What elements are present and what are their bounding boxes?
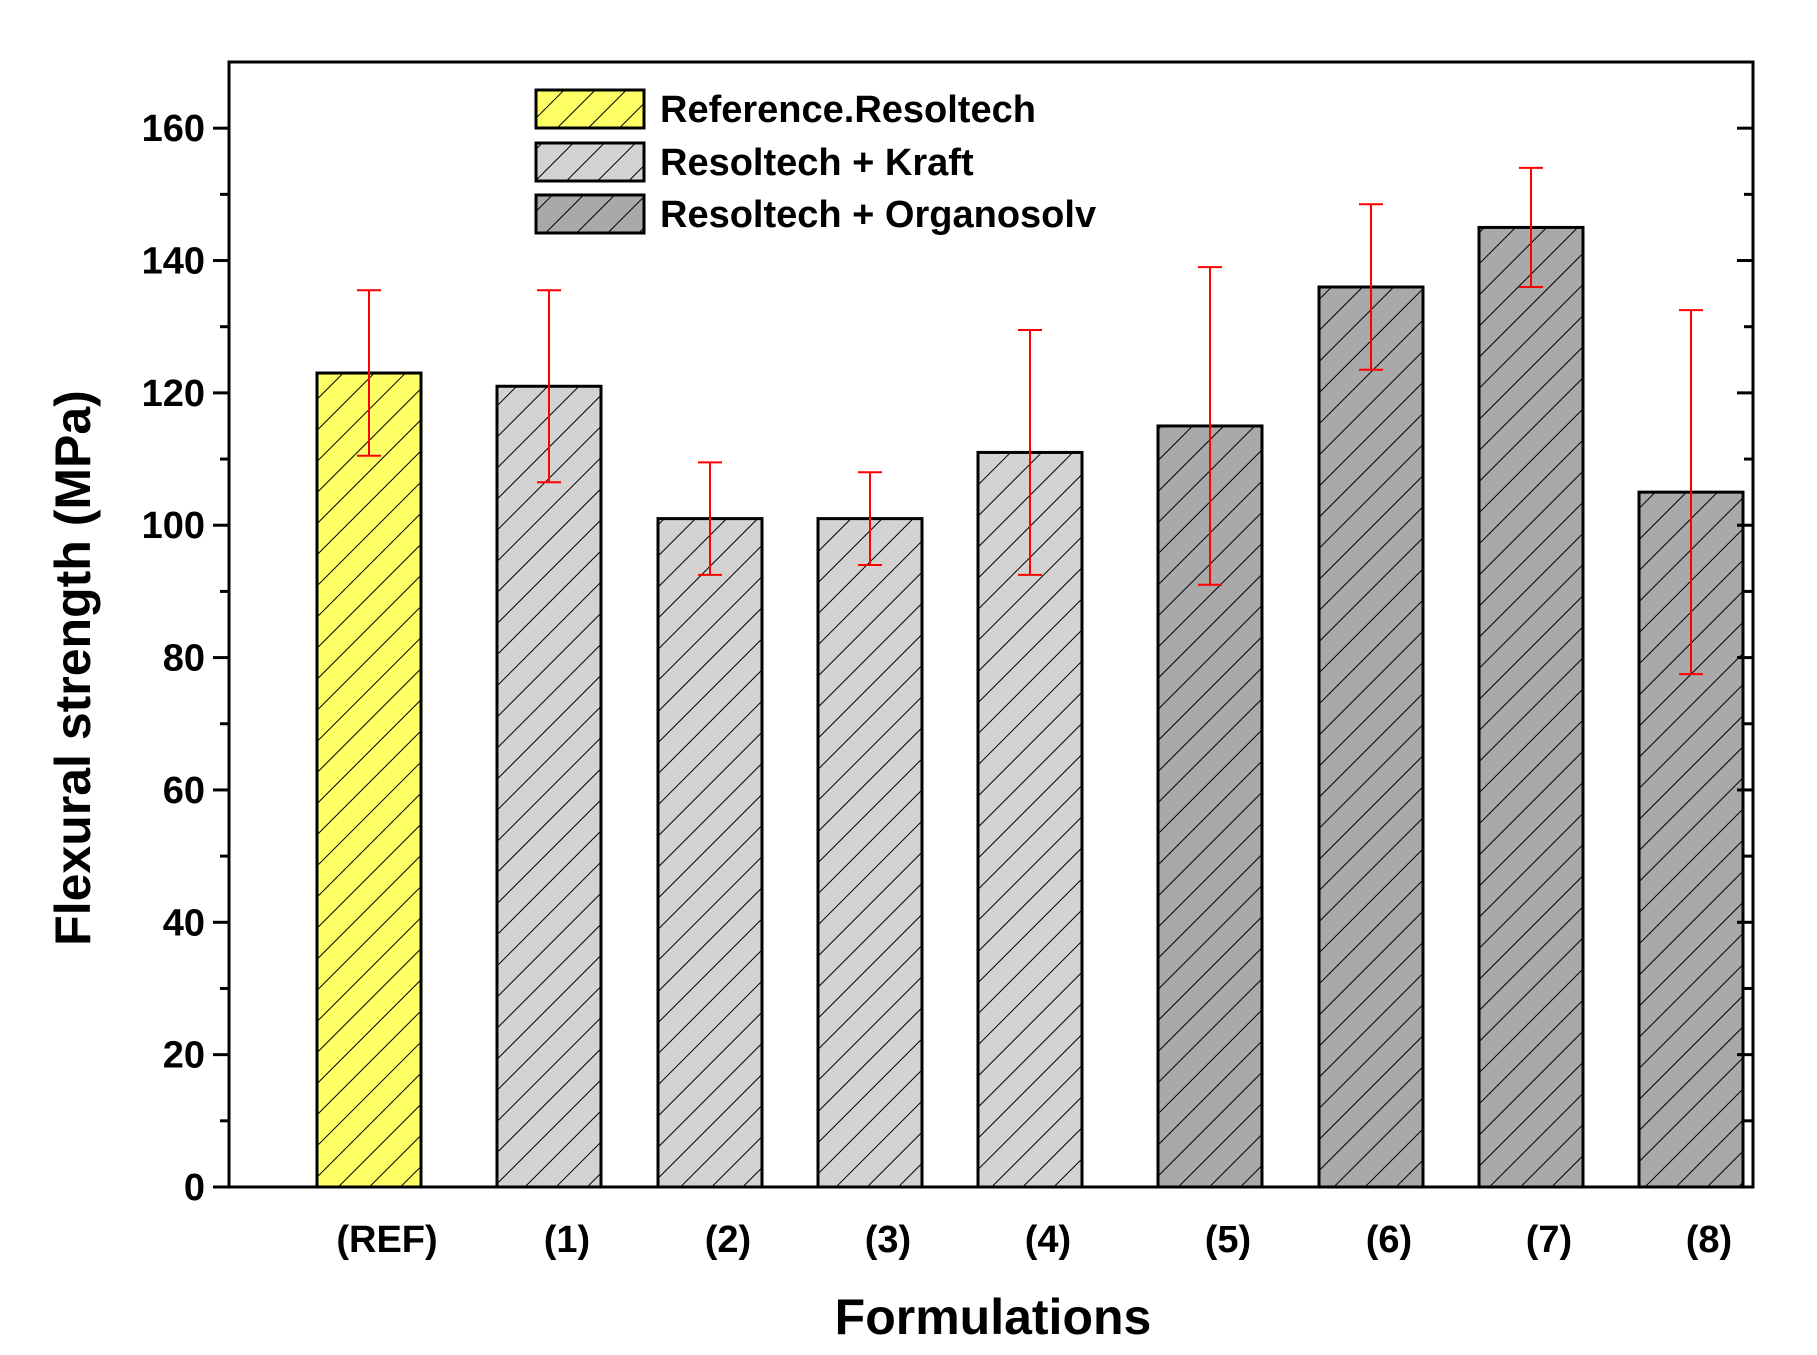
x-tick-label-4: (4): [1025, 1219, 1071, 1261]
error-bar-7: [1519, 166, 1543, 288]
bar-7: [1477, 225, 1585, 1189]
error-bar-3: [858, 471, 882, 566]
error-bar-2: [698, 461, 722, 576]
x-tick-label-3: (3): [865, 1219, 911, 1261]
bar-3: [816, 517, 924, 1189]
x-tick-label-2: (2): [705, 1219, 751, 1261]
bar-1: [495, 384, 603, 1189]
error-bar-4: [1018, 329, 1042, 576]
y-tick-label-140: 140: [142, 241, 205, 283]
error-bar-8: [1679, 309, 1703, 676]
legend-swatch-0: [534, 88, 646, 130]
legend-item-1: Resoltech + Kraft: [534, 141, 974, 184]
error-bar-0: [357, 289, 381, 457]
y-tick-label-80: 80: [163, 638, 205, 680]
error-bar-6: [1359, 203, 1383, 371]
x-tick-label-8: (8): [1686, 1219, 1732, 1261]
legend-item-2: Resoltech + Organosolv: [534, 193, 1096, 236]
y-tick-label-20: 20: [163, 1035, 205, 1077]
legend-label-0: Reference.Resoltech: [660, 89, 1036, 131]
error-bar-1: [537, 289, 561, 484]
x-tick-label-5: (5): [1205, 1219, 1251, 1261]
x-tick-label-0: (REF): [336, 1219, 437, 1261]
legend-label-1: Resoltech + Kraft: [660, 142, 974, 184]
bar-2: [656, 517, 764, 1189]
bar-0: [315, 371, 423, 1189]
legend: Reference.Resoltech Resoltech + Kraft Reso…: [534, 88, 1096, 236]
y-tick-label-40: 40: [163, 902, 205, 944]
x-axis-title: Formulations: [835, 1289, 1152, 1345]
y-tick-label-60: 60: [163, 770, 205, 812]
x-tick-label-7: (7): [1526, 1219, 1572, 1261]
y-tick-label-120: 120: [142, 373, 205, 415]
y-tick-label-0: 0: [184, 1167, 205, 1209]
bar-6: [1317, 285, 1425, 1189]
x-tick-label-6: (6): [1366, 1219, 1412, 1261]
error-bar-5: [1198, 266, 1222, 586]
axes-layer: (REF) (1) (2) (3) (4) (5) (6) (7) (8) 0 20 40 60 80 10…: [142, 60, 1755, 1261]
legend-swatch-1: [534, 141, 646, 183]
legend-item-0: Reference.Resoltech: [534, 88, 1036, 131]
y-tick-label-160: 160: [142, 108, 205, 150]
error-bars-layer: [357, 166, 1703, 676]
legend-label-2: Resoltech + Organosolv: [660, 194, 1096, 236]
legend-swatch-2: [534, 193, 646, 235]
x-tick-label-1: (1): [544, 1219, 590, 1261]
y-axis-title: Flexural strength (MPa): [45, 390, 101, 946]
y-tick-label-100: 100: [142, 505, 205, 547]
plot-frame: [227, 60, 1755, 1189]
